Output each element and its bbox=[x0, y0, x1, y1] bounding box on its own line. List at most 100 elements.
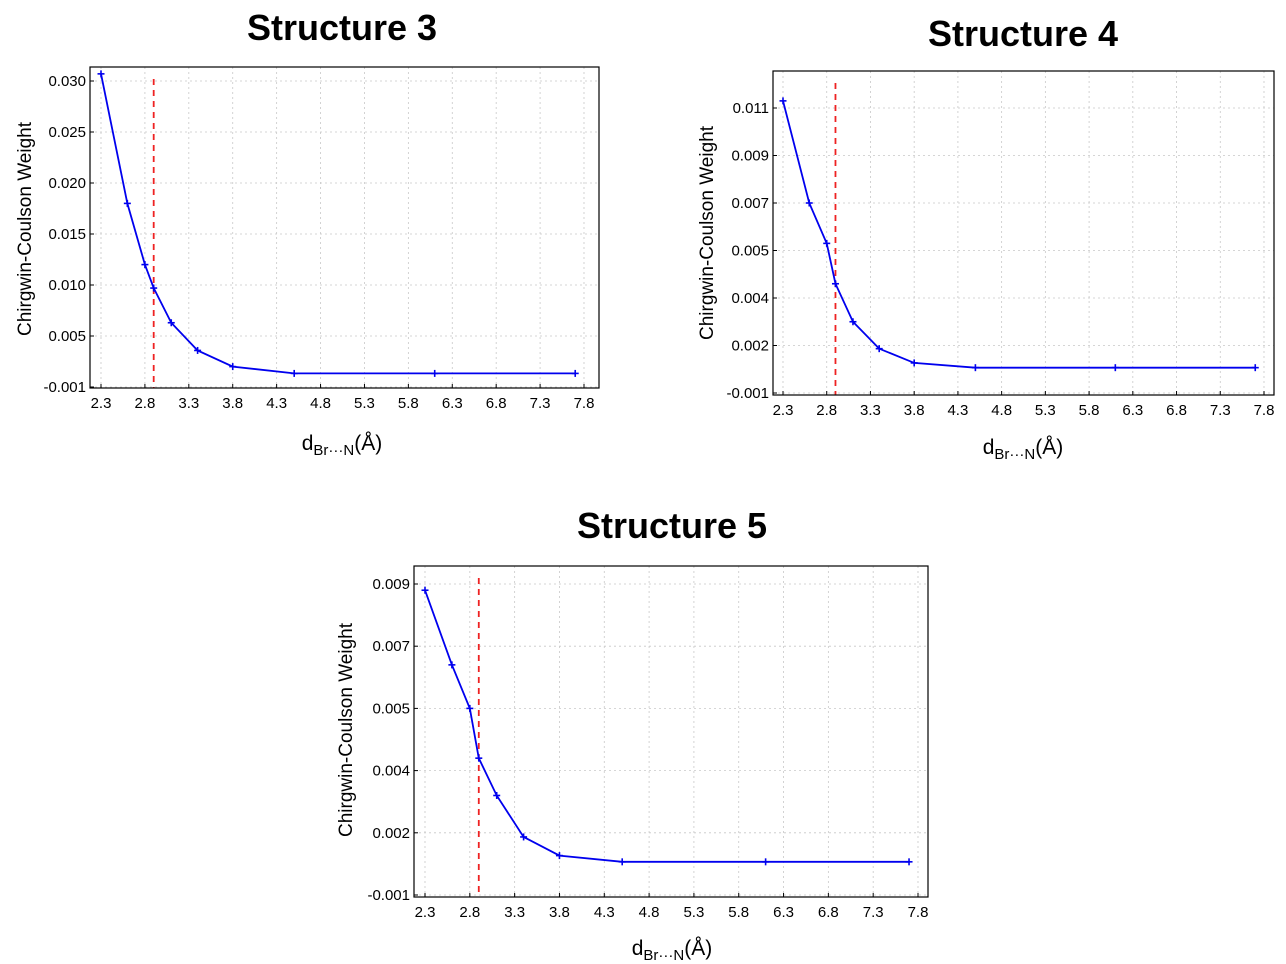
x-tick-label: 3.8 bbox=[904, 402, 925, 419]
x-tick-label: 4.3 bbox=[266, 395, 287, 412]
x-tick-label: 7.8 bbox=[1254, 402, 1275, 419]
plot-frame bbox=[772, 70, 1275, 396]
x-tick-label: 4.3 bbox=[947, 402, 968, 419]
y-tick-label: -0.001 bbox=[726, 385, 769, 402]
y-tick-label: 0.009 bbox=[372, 576, 410, 593]
chart-title: Structure 4 bbox=[928, 13, 1118, 54]
x-tick-label: 3.3 bbox=[860, 402, 881, 419]
chart-title: Structure 3 bbox=[247, 7, 437, 48]
data-point bbox=[779, 97, 787, 105]
x-tick-label: 7.3 bbox=[863, 904, 884, 921]
chart-structure-3: Structure 3 Chirgwin-Coulson Weight dBr·… bbox=[15, 7, 600, 459]
x-tick-label: 5.3 bbox=[683, 904, 704, 921]
series-line bbox=[782, 100, 1256, 369]
plot-frame bbox=[89, 66, 600, 389]
x-tick-label: 2.8 bbox=[459, 904, 480, 921]
grid-lines bbox=[414, 566, 928, 897]
x-axis-label-subscript: Br···N bbox=[994, 446, 1035, 463]
plot-frame bbox=[413, 565, 929, 898]
data-point bbox=[493, 791, 501, 799]
data-point bbox=[875, 345, 883, 353]
series-group bbox=[779, 97, 1259, 372]
x-tick-label: 2.8 bbox=[134, 395, 155, 412]
data-point bbox=[762, 858, 770, 866]
y-tick-label: 0.002 bbox=[372, 825, 410, 842]
x-axis-label-unit: (Å) bbox=[684, 937, 712, 960]
x-tick-label: 6.3 bbox=[1122, 402, 1143, 419]
data-point bbox=[1251, 364, 1259, 372]
data-point bbox=[618, 858, 626, 866]
x-tick-label: 5.8 bbox=[398, 395, 419, 412]
series-line bbox=[100, 73, 576, 375]
x-tick-label: 6.3 bbox=[773, 904, 794, 921]
x-axis-label-subscript: Br···N bbox=[643, 947, 684, 964]
data-point bbox=[555, 852, 563, 860]
y-axis-label: Chirgwin-Coulson Weight bbox=[697, 125, 718, 340]
data-point bbox=[421, 586, 429, 594]
data-point bbox=[910, 359, 918, 367]
x-tick-label: 6.8 bbox=[818, 904, 839, 921]
x-tick-label: 3.8 bbox=[222, 395, 243, 412]
x-tick-label: 7.3 bbox=[530, 395, 551, 412]
y-tick-label: 0.007 bbox=[372, 638, 410, 655]
chart-structure-5: Structure 5 Chirgwin-Coulson Weight dBr·… bbox=[336, 505, 929, 964]
data-point bbox=[520, 833, 528, 841]
x-tick-label: 5.8 bbox=[728, 904, 749, 921]
data-point bbox=[97, 70, 105, 78]
data-point bbox=[229, 363, 237, 371]
x-axis-label-base: d bbox=[302, 432, 314, 455]
grid-lines bbox=[773, 71, 1274, 395]
x-tick-label: 3.8 bbox=[549, 904, 570, 921]
x-tick-label: 2.3 bbox=[91, 395, 112, 412]
y-tick-label: 0.004 bbox=[731, 290, 769, 307]
x-tick-label: 3.3 bbox=[178, 395, 199, 412]
data-point bbox=[290, 369, 298, 377]
y-tick-label: 0.007 bbox=[731, 195, 769, 212]
y-tick-label: 0.015 bbox=[48, 226, 86, 243]
x-axis-label: dBr···N(Å) bbox=[632, 937, 713, 964]
series-line bbox=[424, 589, 910, 863]
x-tick-label: 3.3 bbox=[504, 904, 525, 921]
y-tick-label: 0.005 bbox=[372, 700, 410, 717]
x-tick-label: 4.8 bbox=[310, 395, 331, 412]
data-point bbox=[971, 364, 979, 372]
y-tick-label: 0.011 bbox=[733, 100, 769, 117]
y-tick-label: 0.005 bbox=[48, 328, 86, 345]
x-tick-label: 4.3 bbox=[594, 904, 615, 921]
y-tick-label: 0.005 bbox=[731, 243, 769, 260]
y-axis-label: Chirgwin-Coulson Weight bbox=[336, 622, 357, 837]
series-group bbox=[421, 586, 913, 866]
x-tick-label: 6.8 bbox=[486, 395, 507, 412]
y-tick-label: 0.020 bbox=[48, 175, 86, 192]
data-point bbox=[849, 318, 857, 326]
data-point bbox=[805, 199, 813, 207]
y-axis-label: Chirgwin-Coulson Weight bbox=[15, 121, 36, 336]
data-point bbox=[141, 261, 149, 269]
data-point bbox=[150, 284, 158, 292]
data-point bbox=[475, 754, 483, 762]
data-point bbox=[448, 661, 456, 669]
x-tick-label: 2.3 bbox=[773, 402, 794, 419]
chart-structure-4: Structure 4 Chirgwin-Coulson Weight dBr·… bbox=[697, 13, 1275, 463]
data-point bbox=[194, 346, 202, 354]
y-tick-label: -0.001 bbox=[367, 887, 410, 904]
grid-lines bbox=[90, 67, 599, 388]
x-tick-label: 5.3 bbox=[354, 395, 375, 412]
x-tick-label: 7.3 bbox=[1210, 402, 1231, 419]
chart-title: Structure 5 bbox=[577, 505, 767, 546]
x-axis-label-unit: (Å) bbox=[1035, 436, 1063, 459]
x-tick-label: 6.8 bbox=[1166, 402, 1187, 419]
y-tick-label: 0.025 bbox=[48, 124, 86, 141]
y-tick-labels: -0.001 0.005 0.010 0.015 0.020 0.025 0.030 bbox=[43, 73, 94, 396]
data-point bbox=[823, 239, 831, 247]
data-point bbox=[431, 369, 439, 377]
x-tick-label: 7.8 bbox=[908, 904, 929, 921]
x-tick-label: 2.3 bbox=[415, 904, 436, 921]
y-tick-label: 0.002 bbox=[731, 338, 769, 355]
data-point bbox=[466, 704, 474, 712]
data-point bbox=[123, 199, 131, 207]
y-tick-label: 0.010 bbox=[48, 277, 86, 294]
data-point bbox=[905, 858, 913, 866]
x-axis-label-base: d bbox=[632, 937, 644, 960]
